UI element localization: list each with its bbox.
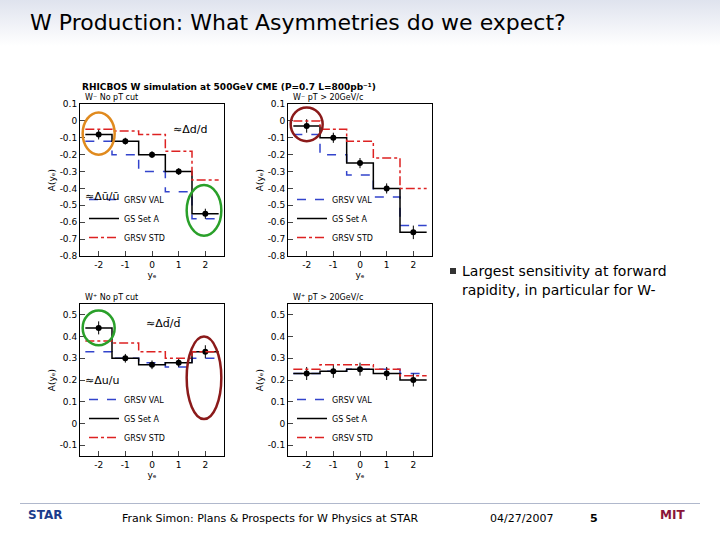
svg-text:GRSV STD: GRSV STD — [124, 234, 165, 243]
html-text:Largest sensitivity at forward: Largest sensitivity at forward rapidity,… — [462, 263, 667, 298]
svg-text:RHICBOS W simulation at 500GeV: RHICBOS W simulation at 500GeV CME (P=0.… — [82, 82, 376, 92]
svg-text:0: 0 — [71, 116, 77, 126]
svg-text:0: 0 — [71, 419, 77, 429]
svg-text:-0.2: -0.2 — [268, 150, 286, 160]
svg-text:W⁺ pT > 20GeV/c: W⁺ pT > 20GeV/c — [293, 293, 363, 302]
svg-text:0.2: 0.2 — [271, 375, 285, 385]
svg-text:yₑ: yₑ — [355, 270, 364, 280]
svg-text:GRSV STD: GRSV STD — [332, 234, 373, 243]
svg-text:-0.5: -0.5 — [268, 200, 286, 210]
svg-text:-0.1: -0.1 — [60, 440, 78, 450]
svg-text:0.5: 0.5 — [271, 310, 285, 320]
svg-text:0.1: 0.1 — [63, 99, 77, 109]
svg-text:0: 0 — [149, 460, 155, 470]
svg-text:≈Δd/d: ≈Δd/d — [173, 123, 207, 136]
svg-text:-2: -2 — [94, 260, 103, 270]
svg-text:2: 2 — [410, 460, 416, 470]
svg-text:GRSV STD: GRSV STD — [124, 434, 165, 443]
svg-text:0.4: 0.4 — [63, 332, 78, 342]
svg-text:GS Set A: GS Set A — [124, 215, 160, 224]
svg-text:-0.3: -0.3 — [60, 167, 78, 177]
svg-text:-0.1: -0.1 — [268, 133, 286, 143]
svg-text:-0.7: -0.7 — [268, 234, 286, 244]
svg-text:yₑ: yₑ — [355, 470, 364, 480]
svg-text:2: 2 — [202, 260, 208, 270]
svg-text:1: 1 — [384, 460, 390, 470]
svg-text:≈Δd̄/d̄: ≈Δd̄/d̄ — [146, 317, 181, 330]
svg-text:2: 2 — [202, 460, 208, 470]
svg-text:1: 1 — [384, 260, 390, 270]
html-text:STAR: STAR — [28, 508, 63, 522]
svg-text:GRSV STD: GRSV STD — [332, 434, 373, 443]
svg-text:≈Δu/u: ≈Δu/u — [85, 374, 119, 387]
svg-text:0: 0 — [357, 260, 363, 270]
svg-text:A(yₑ): A(yₑ) — [47, 369, 57, 391]
svg-text:0.4: 0.4 — [271, 332, 286, 342]
svg-text:-1: -1 — [329, 260, 338, 270]
html-text:MIT: MIT — [660, 508, 685, 522]
svg-text:GRSV VAL: GRSV VAL — [124, 196, 164, 205]
svg-text:-0.8: -0.8 — [268, 251, 286, 261]
html-text:04/27/2007: 04/27/2007 — [490, 512, 554, 525]
svg-text:0.3: 0.3 — [271, 353, 285, 363]
svg-text:yₑ: yₑ — [147, 470, 156, 480]
svg-text:GRSV VAL: GRSV VAL — [332, 196, 372, 205]
html-text:5: 5 — [590, 512, 598, 525]
svg-text:-0.5: -0.5 — [60, 200, 78, 210]
svg-text:0.1: 0.1 — [63, 397, 77, 407]
svg-text:-0.6: -0.6 — [268, 217, 286, 227]
svg-text:0: 0 — [357, 460, 363, 470]
svg-text:GS Set A: GS Set A — [124, 415, 160, 424]
svg-text:A(yₑ): A(yₑ) — [255, 369, 265, 391]
svg-text:GRSV VAL: GRSV VAL — [332, 396, 372, 405]
svg-text:-0.4: -0.4 — [268, 184, 286, 194]
svg-text:-2: -2 — [302, 260, 311, 270]
svg-text:0.3: 0.3 — [63, 353, 77, 363]
svg-text:1: 1 — [176, 260, 182, 270]
html-text:W Production: What Asymmetries: W Production: What Asymmetries do we exp… — [30, 10, 566, 35]
svg-text:-0.6: -0.6 — [60, 217, 78, 227]
svg-text:-0.3: -0.3 — [268, 167, 286, 177]
svg-text:GS Set A: GS Set A — [332, 415, 368, 424]
svg-text:-0.8: -0.8 — [60, 251, 78, 261]
svg-text:0: 0 — [279, 116, 285, 126]
svg-text:A(yₑ): A(yₑ) — [47, 169, 57, 191]
svg-text:1: 1 — [176, 460, 182, 470]
svg-text:-0.1: -0.1 — [60, 133, 78, 143]
svg-text:0.2: 0.2 — [63, 375, 77, 385]
svg-text:-2: -2 — [94, 460, 103, 470]
svg-text:-0.1: -0.1 — [268, 440, 286, 450]
svg-text:0.1: 0.1 — [271, 99, 285, 109]
svg-text:-0.7: -0.7 — [60, 234, 78, 244]
svg-text:-1: -1 — [121, 260, 130, 270]
svg-text:≈Δū/ū: ≈Δū/ū — [85, 190, 119, 203]
svg-text:0.5: 0.5 — [63, 310, 77, 320]
svg-text:W⁺ No pT cut: W⁺ No pT cut — [85, 293, 138, 302]
svg-text:-0.4: -0.4 — [60, 184, 78, 194]
svg-text:-1: -1 — [121, 460, 130, 470]
svg-text:W⁻ pT > 20GeV/c: W⁻ pT > 20GeV/c — [293, 93, 363, 102]
svg-text:-0.2: -0.2 — [60, 150, 78, 160]
svg-text:GS Set A: GS Set A — [332, 215, 368, 224]
svg-text:GRSV VAL: GRSV VAL — [124, 396, 164, 405]
svg-text:0.1: 0.1 — [271, 397, 285, 407]
svg-text:0: 0 — [279, 419, 285, 429]
html-text:Frank Simon: Plans & Prospects: Frank Simon: Plans & Prospects for W Phy… — [121, 512, 419, 525]
svg-text:0: 0 — [149, 260, 155, 270]
svg-text:-2: -2 — [302, 460, 311, 470]
svg-text:yₑ: yₑ — [147, 270, 156, 280]
svg-text:-1: -1 — [329, 460, 338, 470]
svg-text:W⁻ No pT cut: W⁻ No pT cut — [85, 93, 138, 102]
svg-text:A(yₑ): A(yₑ) — [255, 169, 265, 191]
svg-text:2: 2 — [410, 260, 416, 270]
